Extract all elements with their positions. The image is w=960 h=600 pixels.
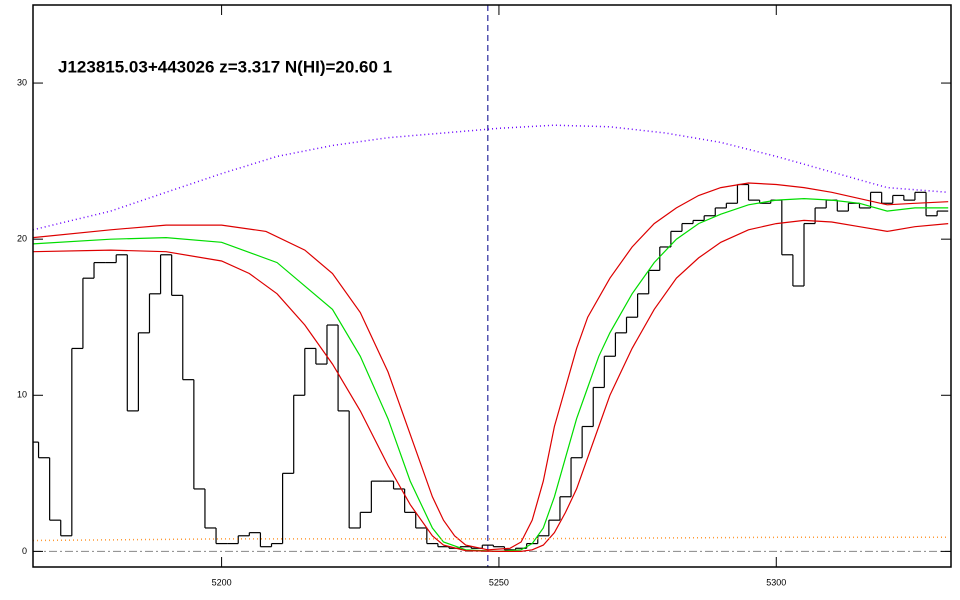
y-tick-label: 0 <box>22 546 27 556</box>
chart-title: J123815.03+443026 z=3.317 N(HI)=20.60 1 <box>58 57 392 76</box>
y-tick-label: 10 <box>17 390 27 400</box>
x-tick-label: 5250 <box>489 577 509 587</box>
curve <box>32 219 949 553</box>
y-tick-label: 30 <box>17 77 27 87</box>
x-tick-label: 5200 <box>212 577 232 587</box>
x-tick-label: 5300 <box>766 577 786 587</box>
plot-frame <box>32 4 952 568</box>
y-tick-label: 20 <box>17 234 27 244</box>
curve <box>32 197 949 553</box>
curve <box>32 536 949 542</box>
curve <box>32 182 949 551</box>
